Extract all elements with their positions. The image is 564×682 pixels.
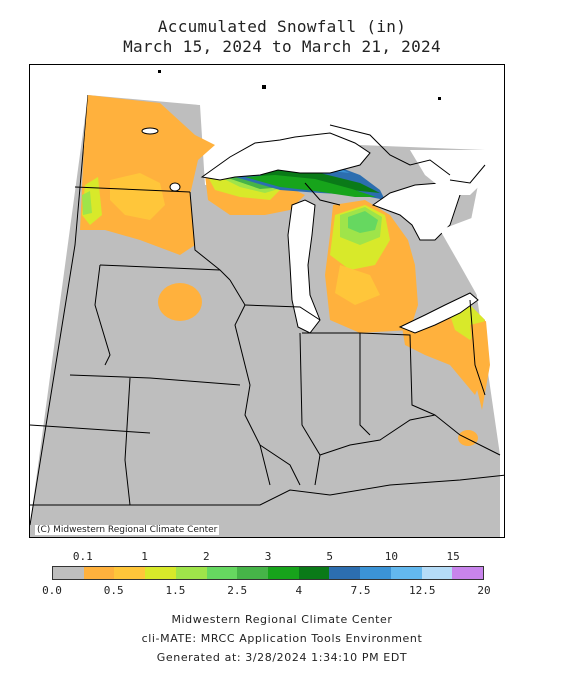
- legend-swatch: [268, 567, 299, 579]
- legend-top-label: 0.1: [72, 550, 93, 563]
- legend-bottom-label: 0.0: [42, 584, 62, 597]
- legend-swatch: [114, 567, 146, 579]
- legend-color-bar: [52, 566, 484, 580]
- color-legend: 0.1 1 2 3 5 10 15 0.0 0.5 1.5 2.5 4 7.5 12.5 20: [42, 550, 491, 600]
- legend-swatch: [83, 567, 115, 579]
- footer-generated: Generated at: 3/28/2024 1:34:10 PM EDT: [156, 651, 408, 664]
- legend-swatch: [237, 567, 269, 579]
- legend-swatch: [206, 567, 238, 579]
- legend-top-label: 15: [446, 550, 460, 563]
- lake-huron: [371, 182, 461, 241]
- legend-bottom-label: 4: [295, 584, 303, 597]
- legend-top-label: 2: [202, 550, 210, 563]
- legend-bottom-label: 7.5: [350, 584, 371, 597]
- legend-swatch: [53, 567, 84, 579]
- canada-white: [160, 65, 504, 150]
- state-borders: [30, 186, 504, 506]
- footer-app: cli-MATE: MRCC Application Tools Environ…: [141, 632, 423, 645]
- snow-iowa-blob: [158, 283, 202, 321]
- legend-bottom-label: 20: [477, 584, 491, 597]
- legend-swatch: [298, 567, 330, 579]
- legend-bottom-label: 2.5: [227, 584, 248, 597]
- snowfall-map: (C) Midwestern Regional Climate Center: [29, 64, 505, 538]
- lake-superior: [200, 132, 371, 181]
- legend-top-label: 3: [264, 550, 272, 563]
- map-date-range: March 15, 2024 to March 21, 2024: [123, 37, 441, 56]
- legend-swatch: [421, 567, 453, 579]
- legend-top-label: 5: [326, 550, 334, 563]
- copyright-label: (C) Midwestern Regional Climate Center: [35, 525, 220, 535]
- map-canvas: [30, 65, 504, 537]
- legend-swatch: [145, 567, 176, 579]
- legend-top-label: 1: [141, 550, 148, 563]
- legend-swatch: [175, 567, 207, 579]
- legend-top-label: 10: [384, 550, 399, 563]
- legend-bottom-label: 12.5: [409, 584, 436, 597]
- legend-bottom-label: 0.5: [103, 584, 124, 597]
- legend-swatch: [390, 567, 422, 579]
- snow-wv-blob: [458, 430, 478, 446]
- legend-bottom-label: 1.5: [165, 584, 186, 597]
- lake-erie: [398, 292, 479, 334]
- legend-swatch: [360, 567, 391, 579]
- map-title: Accumulated Snowfall (in): [157, 17, 407, 36]
- legend-swatch: [452, 567, 484, 579]
- snow-mn: [80, 95, 215, 255]
- legend-swatch: [329, 567, 361, 579]
- footer-org: Midwestern Regional Climate Center: [171, 613, 393, 626]
